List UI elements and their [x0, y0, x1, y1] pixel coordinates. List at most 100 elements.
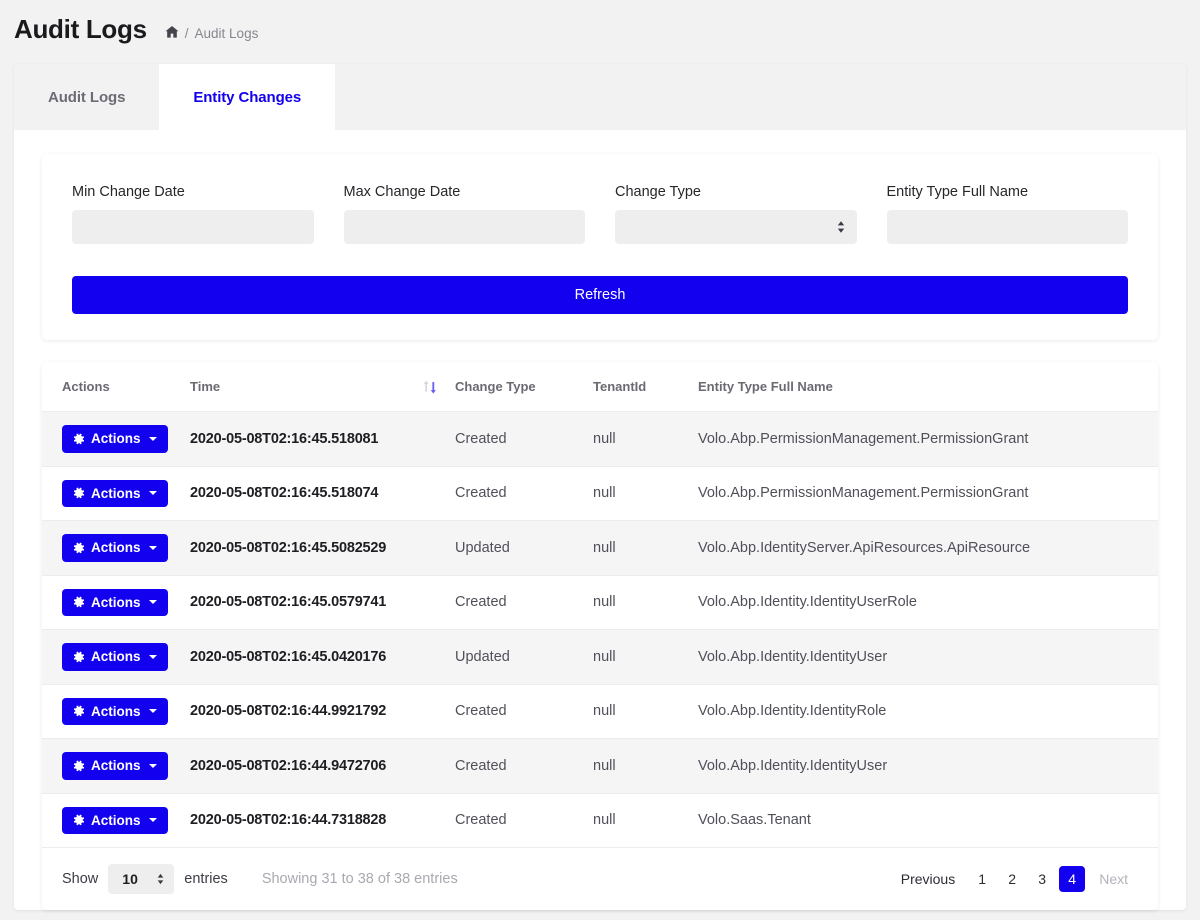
min-change-date-label: Min Change Date [72, 184, 185, 200]
gear-icon [73, 705, 85, 717]
entries-label: entries [184, 871, 228, 887]
cell-change-type: Created [455, 684, 593, 739]
pagination-previous[interactable]: Previous [900, 871, 956, 887]
gear-icon [73, 651, 85, 663]
cell-time: 2020-05-08T02:16:45.5082529 [190, 520, 455, 576]
filter-row: Min Change Date Max Change Date Change T… [72, 184, 1128, 244]
row-actions-button[interactable]: Actions [62, 806, 168, 834]
gear-icon [73, 814, 85, 826]
cell-change-type: Created [455, 793, 593, 848]
page-length-select-wrap: 102550100 [108, 864, 175, 894]
entity-changes-table: Actions Time [42, 362, 1158, 848]
cell-time: 2020-05-08T02:16:45.518074 [190, 466, 455, 521]
gear-icon [73, 433, 85, 445]
cell-tenant-id: null [593, 411, 698, 467]
filter-section: Min Change Date Max Change Date Change T… [14, 130, 1186, 340]
row-actions-label: Actions [91, 812, 141, 828]
row-actions-label: Actions [91, 758, 141, 773]
cell-tenant-id: null [593, 629, 698, 685]
table-row: Actions 2020-05-08T02:16:45.518081 Created… [42, 411, 1158, 467]
tab-bar: Audit Logs Entity Changes [14, 64, 1186, 130]
sort-desc-icon[interactable] [423, 379, 437, 394]
show-label: Show [62, 871, 99, 887]
field-change-type: Change Type CreatedUpdatedDeleted [615, 184, 857, 244]
tab-audit-logs[interactable]: Audit Logs [14, 64, 160, 130]
table-row: Actions 2020-05-08T02:16:45.0420176 Update… [42, 629, 1158, 685]
row-actions-button[interactable]: Actions [62, 752, 168, 780]
field-min-change-date: Min Change Date [72, 184, 314, 244]
cell-tenant-id: null [593, 575, 698, 630]
gear-icon [73, 596, 85, 608]
change-type-select[interactable]: CreatedUpdatedDeleted [615, 210, 857, 244]
row-actions-button[interactable]: Actions [62, 425, 168, 453]
caret-down-icon [148, 818, 157, 823]
row-actions-label: Actions [91, 431, 141, 446]
row-actions-button[interactable]: Actions [62, 588, 168, 616]
page-length-select[interactable]: 102550100 [108, 864, 175, 894]
entity-type-full-name-label: Entity Type Full Name [886, 184, 1029, 200]
row-actions-label: Actions [91, 485, 141, 501]
row-actions-button[interactable]: Actions [62, 697, 168, 725]
breadcrumb-separator: / [184, 26, 189, 41]
change-type-select-wrap: CreatedUpdatedDeleted [615, 210, 857, 244]
page-length-control: Show 102550100 entries [62, 864, 228, 894]
cell-tenant-id: null [593, 684, 698, 739]
column-header-entity-type-full-name: Entity Type Full Name [698, 362, 1158, 412]
caret-down-icon [148, 436, 157, 441]
table-body: Actions 2020-05-08T02:16:45.518081 Created… [42, 411, 1158, 848]
caret-down-icon [148, 545, 157, 550]
page-title: Audit Logs [14, 14, 147, 44]
cell-actions: Actions [42, 411, 190, 467]
column-header-time[interactable]: Time [190, 362, 455, 412]
cell-time: 2020-05-08T02:16:45.0579741 [190, 575, 455, 630]
pagination-page-1[interactable]: 1 [978, 871, 987, 887]
min-change-date-input[interactable] [72, 210, 314, 244]
pagination-page-2[interactable]: 2 [1008, 871, 1017, 887]
table-header: Actions Time [42, 362, 1158, 412]
cell-actions: Actions [42, 684, 190, 739]
cell-time: 2020-05-08T02:16:44.7318828 [190, 793, 455, 848]
cell-entity-type-full-name: Volo.Abp.Identity.IdentityUser [698, 738, 1158, 794]
table-row: Actions 2020-05-08T02:16:45.518074 Created… [42, 466, 1158, 521]
entity-changes-table-card: Actions Time [42, 362, 1158, 910]
cell-actions: Actions [42, 793, 190, 848]
max-change-date-input[interactable] [343, 210, 585, 244]
entity-type-full-name-input[interactable] [886, 210, 1128, 244]
cell-tenant-id: null [593, 793, 698, 848]
cell-actions: Actions [42, 520, 190, 576]
gear-icon [73, 760, 85, 772]
table-row: Actions 2020-05-08T02:16:44.9472706 Create… [42, 738, 1158, 794]
cell-tenant-id: null [593, 466, 698, 521]
row-actions-button[interactable]: Actions [62, 534, 168, 562]
caret-down-icon [148, 763, 157, 768]
row-actions-label: Actions [91, 703, 141, 719]
row-actions-label: Actions [91, 594, 141, 610]
cell-entity-type-full-name: Volo.Saas.Tenant [698, 793, 1158, 848]
page-header: Audit Logs / Audit Logs [0, 0, 1200, 56]
row-actions-button[interactable]: Actions [62, 479, 168, 507]
tab-entity-changes[interactable]: Entity Changes [159, 64, 336, 130]
caret-down-icon [148, 709, 157, 714]
cell-change-type: Created [455, 575, 593, 630]
pagination-page-3[interactable]: 3 [1038, 871, 1047, 887]
pagination-page-4[interactable]: 4 [1059, 866, 1086, 892]
refresh-button[interactable]: Refresh [72, 276, 1128, 314]
cell-time: 2020-05-08T02:16:45.0420176 [190, 629, 455, 685]
gear-icon [73, 487, 85, 499]
caret-down-icon [148, 600, 157, 605]
cell-change-type: Updated [455, 629, 593, 685]
row-actions-button[interactable]: Actions [62, 643, 168, 671]
cell-entity-type-full-name: Volo.Abp.IdentityServer.ApiResources.Api… [698, 520, 1158, 576]
cell-tenant-id: null [593, 738, 698, 794]
cell-entity-type-full-name: Volo.Abp.Identity.IdentityRole [698, 684, 1158, 739]
home-icon[interactable] [165, 25, 179, 42]
table-row: Actions 2020-05-08T02:16:45.5082529 Update… [42, 520, 1158, 576]
column-header-time-label: Time [190, 379, 221, 394]
table-row: Actions 2020-05-08T02:16:44.9921792 Create… [42, 684, 1158, 739]
table-info: Showing 31 to 38 of 38 entries [261, 871, 458, 887]
cell-time: 2020-05-08T02:16:44.9472706 [190, 738, 455, 794]
row-actions-label: Actions [91, 649, 141, 664]
table-row: Actions 2020-05-08T02:16:44.7318828 Create… [42, 793, 1158, 848]
cell-actions: Actions [42, 629, 190, 685]
caret-down-icon [148, 654, 157, 659]
